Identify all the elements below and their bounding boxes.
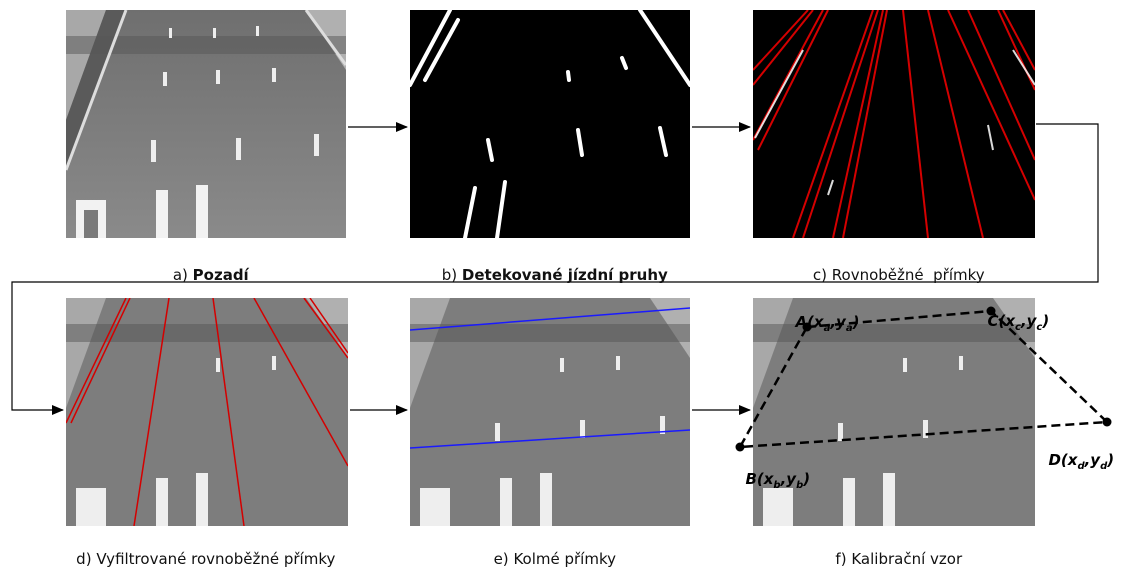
arrow-c-to-d xyxy=(11,123,1099,415)
caption-a: a) Pozadí xyxy=(172,266,249,284)
point-c-label: C(xc,yc) xyxy=(987,312,1050,333)
point-b-label: B(xb,yb) xyxy=(745,470,811,491)
point-a-label: A(xa,ya) xyxy=(795,313,860,334)
caption-d: d) Vyfiltrované rovnoběžné přímky xyxy=(76,550,336,568)
panel-c-parallel-lines-image xyxy=(753,10,1035,238)
panel-b-detected-lanes-image xyxy=(410,10,690,238)
caption-b: b) Detekované jízdní pruhy xyxy=(441,266,668,284)
calibration-quadrilateral xyxy=(737,309,1110,449)
point-b-marker xyxy=(735,442,745,452)
point-d-marker xyxy=(1102,417,1112,427)
point-c-marker xyxy=(986,306,996,316)
connector-arrows xyxy=(11,122,1112,452)
caption-c: c) Rovnoběžné přímky xyxy=(812,266,985,284)
panel-f-calibration-pattern-image xyxy=(753,298,1035,526)
caption-e: e) Kolmé přímky xyxy=(493,550,616,568)
panel-d-filtered-parallel-lines-image xyxy=(66,298,348,526)
point-a-marker xyxy=(802,322,812,332)
panel-e-perpendicular-lines-image xyxy=(410,298,690,526)
caption-f: f) Kalibrační vzor xyxy=(835,550,963,568)
panel-a-background-image xyxy=(66,10,346,238)
point-d-label: D(xd,yd) xyxy=(1048,451,1115,472)
